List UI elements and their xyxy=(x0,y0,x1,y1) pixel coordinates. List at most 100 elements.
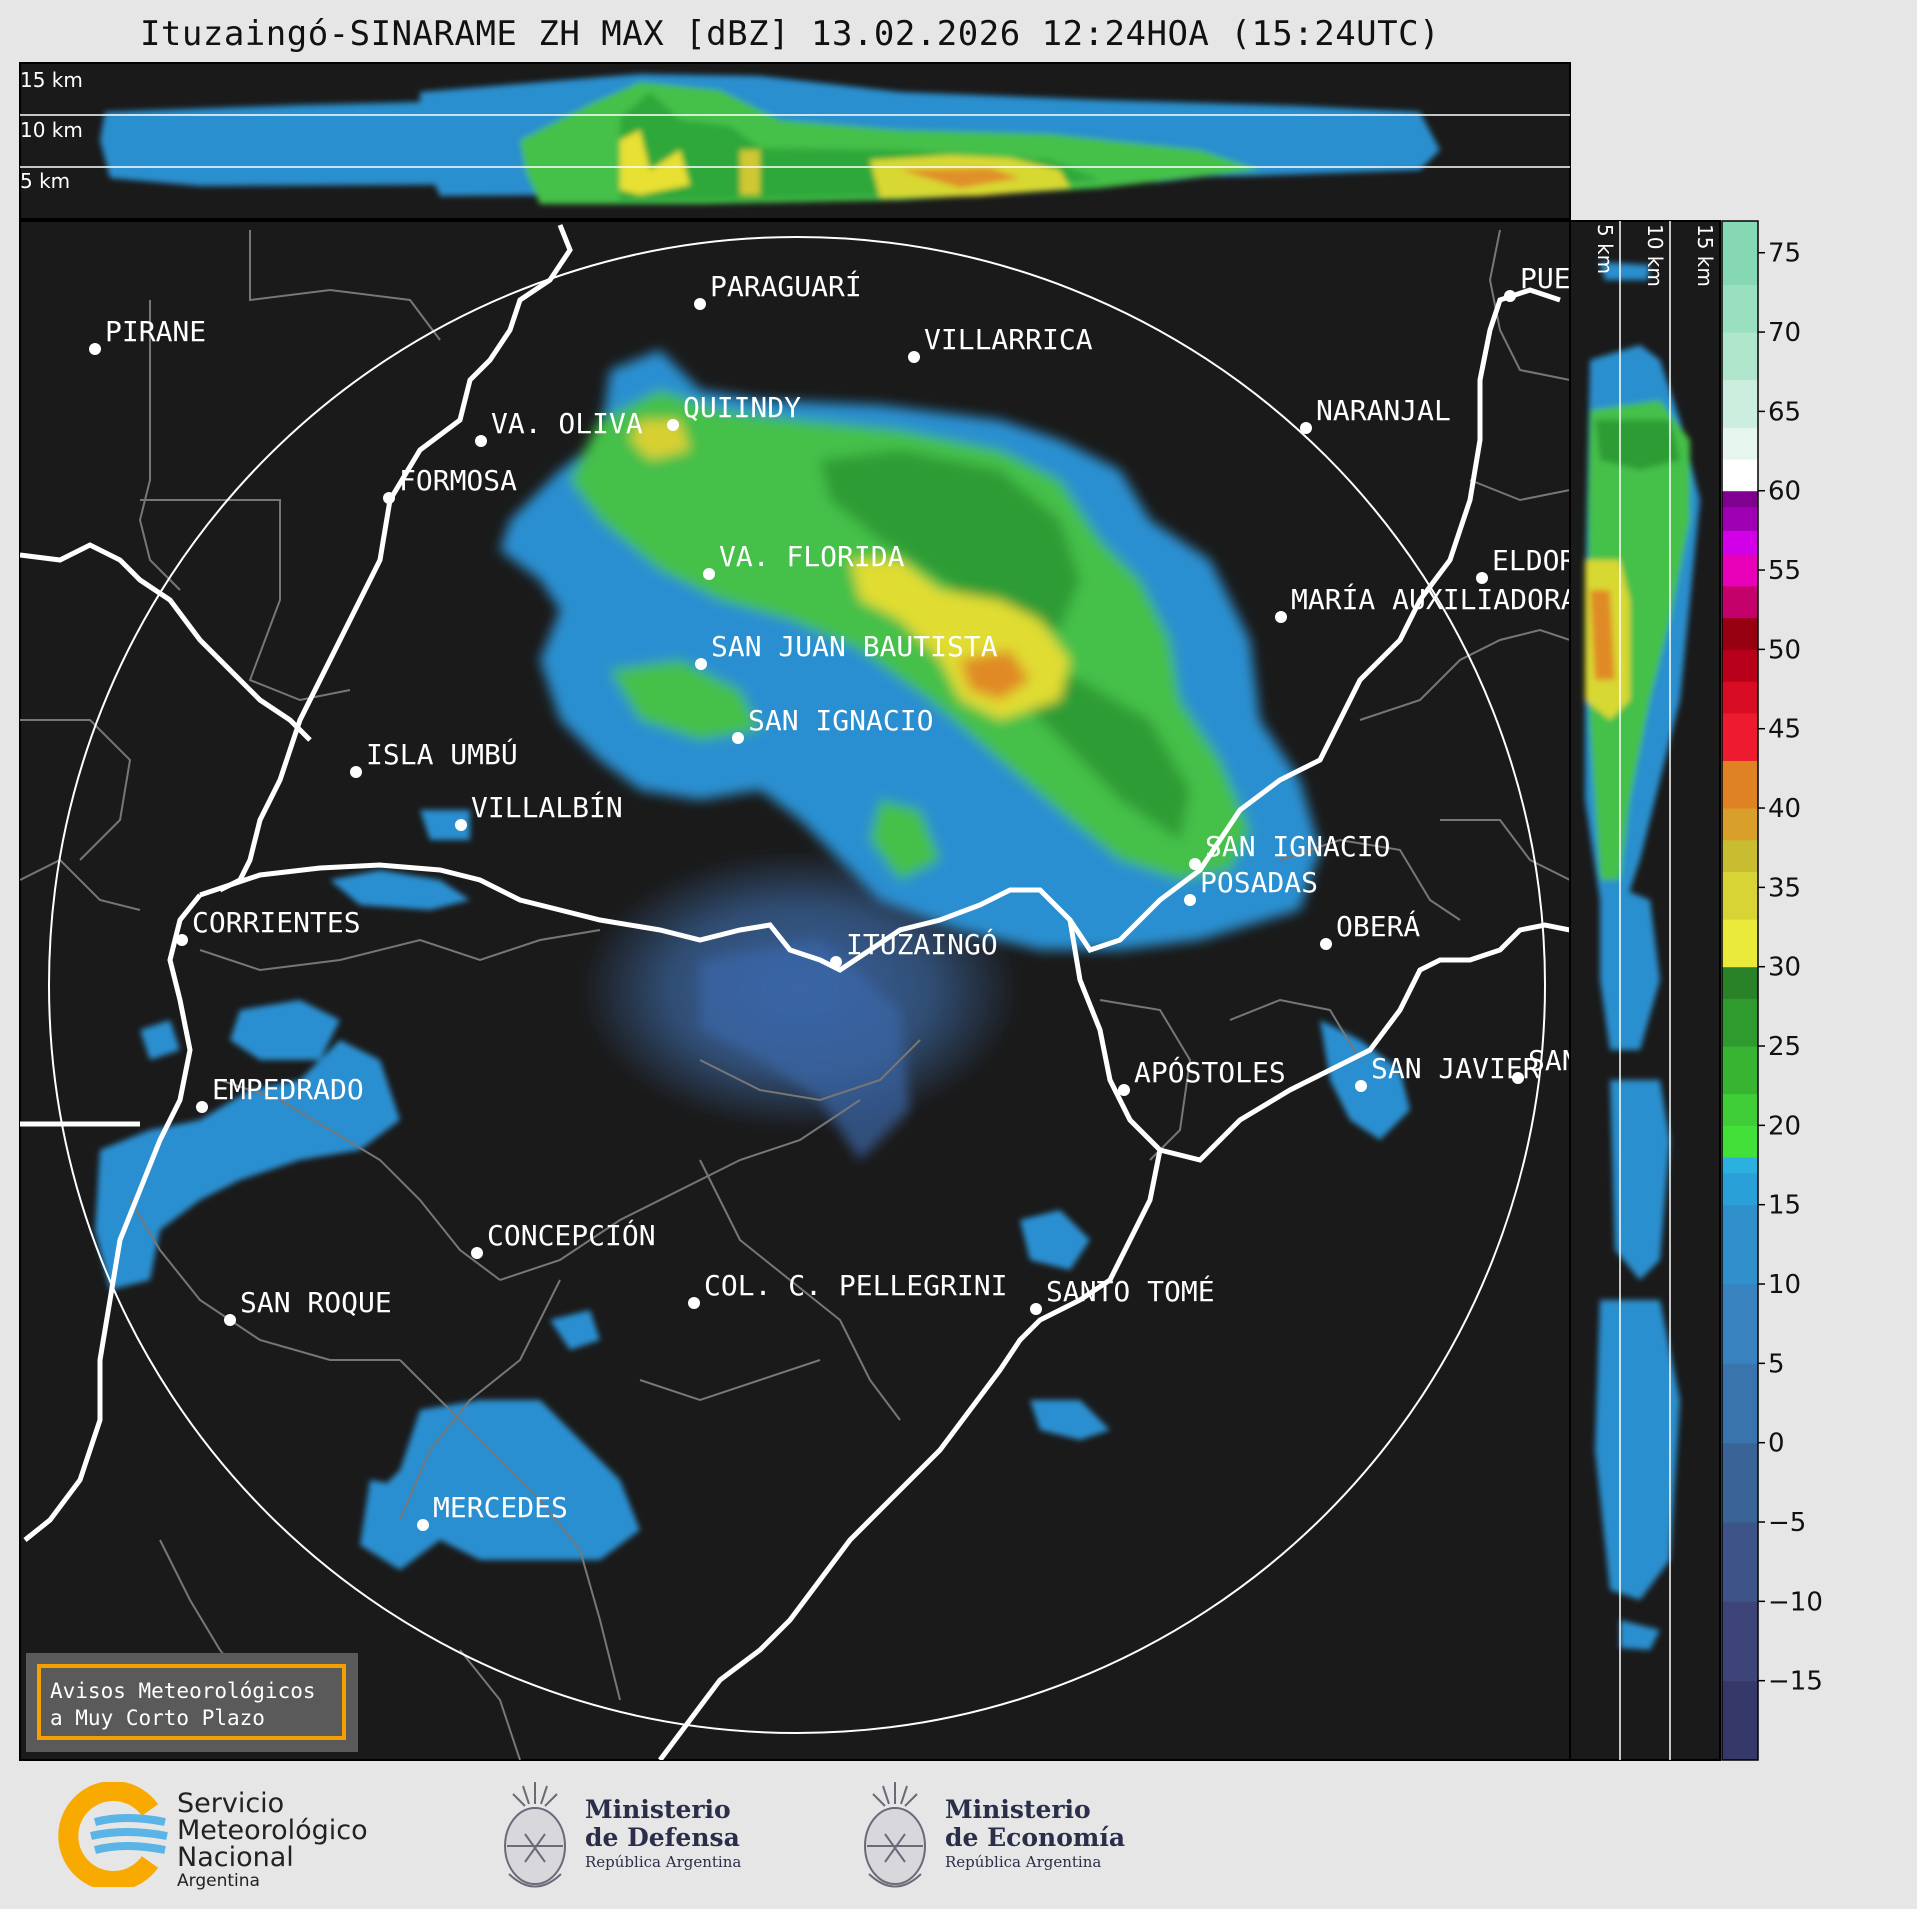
colorbar-step xyxy=(1722,919,1758,968)
colorbar-tick-label: 30 xyxy=(1768,953,1801,983)
colorbar-tick-label: −15 xyxy=(1768,1667,1823,1697)
place-label: SAN IGNACIO xyxy=(1205,830,1390,863)
colorbar-tick-label: 40 xyxy=(1768,794,1801,824)
colorbar-step xyxy=(1722,1093,1758,1126)
colorbar-step xyxy=(1722,839,1758,873)
side-level-5km: 5 km xyxy=(1593,224,1617,274)
place-marker xyxy=(471,1247,483,1259)
colorbar-step xyxy=(1722,554,1758,587)
colorbar-step xyxy=(1722,871,1758,920)
place-label: VA. OLIVA xyxy=(491,407,643,440)
colorbar-tick-label: 10 xyxy=(1768,1270,1801,1300)
place-marker xyxy=(89,343,101,355)
top-level-15km: 15 km xyxy=(20,68,83,92)
colorbar-tick-label: 20 xyxy=(1768,1111,1801,1141)
defensa-logo: Ministerio de Defensa República Argentin… xyxy=(495,1774,741,1904)
defensa-line-1: Ministerio xyxy=(585,1795,731,1824)
top-level-10km: 10 km xyxy=(20,118,83,142)
place-marker xyxy=(475,435,487,447)
economia-line-3: República Argentina xyxy=(945,1853,1102,1871)
side-level-10km: 10 km xyxy=(1643,224,1667,287)
colorbar-step xyxy=(1722,681,1758,714)
place-marker xyxy=(1030,1303,1042,1315)
place-label: FORMOSA xyxy=(399,464,517,497)
place-marker xyxy=(1512,1072,1524,1084)
smn-logo: Servicio Meteorológico Nacional Argentin… xyxy=(55,1782,405,1892)
place-label: APÓSTOLES xyxy=(1134,1055,1286,1089)
place-label: PUERTO xyxy=(1520,262,1621,295)
place-marker xyxy=(417,1519,429,1531)
place-marker xyxy=(1275,611,1287,623)
notice-line-2: a Muy Corto Plazo xyxy=(50,1706,265,1730)
place-label: SANTO TOMÉ xyxy=(1046,1274,1215,1308)
colorbar-step xyxy=(1722,617,1758,650)
colorbar-step xyxy=(1722,221,1758,285)
smn-emblem-icon xyxy=(58,1782,168,1887)
place-marker xyxy=(1476,572,1488,584)
place-marker xyxy=(732,732,744,744)
place-marker xyxy=(350,766,362,778)
place-label: ITUZAINGÓ xyxy=(846,927,998,961)
colorbar-step xyxy=(1722,712,1758,761)
map-title: Ituzaingó-SINARAME ZH MAX [dBZ] 13.02.20… xyxy=(139,14,1441,54)
place-label: NARANJAL xyxy=(1316,394,1451,427)
colorbar-tick-label: 55 xyxy=(1768,556,1801,586)
place-marker xyxy=(383,492,395,504)
colorbar-step xyxy=(1722,649,1758,682)
place-marker xyxy=(176,934,188,946)
range-ring xyxy=(48,236,1546,1734)
colorbar-step xyxy=(1722,284,1758,333)
colorbar-step xyxy=(1722,1046,1758,1095)
place-label: VA. FLORIDA xyxy=(719,540,905,573)
place-labels: PARAGUARÍ PIRANE VILLARRICA QUIINDY VA. OLIV… xyxy=(89,262,1627,1531)
colorbar-tick-label: 50 xyxy=(1768,635,1801,665)
place-marker xyxy=(830,956,842,968)
smn-line-3: Nacional xyxy=(177,1842,294,1873)
place-label: ISLA UMBÚ xyxy=(366,737,518,771)
colorbar-tick-label: 25 xyxy=(1768,1032,1801,1062)
colorbar-tick-label: 0 xyxy=(1768,1429,1785,1459)
place-marker xyxy=(1320,938,1332,950)
colorbar-tick-label: 35 xyxy=(1768,873,1801,903)
place-label: POSADAS xyxy=(1200,866,1318,899)
top-height-panel: 15 km 10 km 5 km xyxy=(19,62,1571,220)
place-label: MERCEDES xyxy=(433,1491,568,1524)
smn-name: Servicio Meteorológico Nacional Argentin… xyxy=(177,1790,368,1891)
economia-name: Ministerio de Economía República Argenti… xyxy=(945,1796,1125,1872)
place-marker xyxy=(703,568,715,580)
colorbar-step xyxy=(1722,998,1758,1047)
radar-map: PARAGUARÍ PIRANE VILLARRICA QUIINDY VA. OLIV… xyxy=(19,220,1627,1761)
colorbar-tick-label: 70 xyxy=(1768,318,1801,348)
place-label: SAN JUAN BAUTISTA xyxy=(711,630,998,663)
colorbar-step xyxy=(1722,332,1758,381)
top-level-5km: 5 km xyxy=(20,169,70,193)
place-label: CONCEPCIÓN xyxy=(487,1218,656,1252)
smn-line-1: Servicio xyxy=(177,1788,285,1819)
place-label: ELDORADO xyxy=(1492,544,1627,577)
radar-echoes xyxy=(95,350,1410,1570)
footer-logos: Servicio Meteorológico Nacional Argentin… xyxy=(0,1762,1917,1909)
colorbar-step xyxy=(1722,585,1758,619)
coat-of-arms-icon xyxy=(864,1782,926,1888)
colorbar-tick-label: 15 xyxy=(1768,1191,1801,1221)
colorbar-step xyxy=(1722,1172,1758,1206)
colorbar-step xyxy=(1722,490,1758,508)
notice-box: Avisos Meteorológicos a Muy Corto Plazo xyxy=(26,1653,358,1752)
place-marker xyxy=(1189,858,1201,870)
defensa-name: Ministerio de Defensa República Argentin… xyxy=(585,1796,741,1872)
place-label: EMPEDRADO xyxy=(212,1073,364,1106)
place-label: MARÍA AUXILIADORA xyxy=(1291,582,1578,616)
place-label: PARAGUARÍ xyxy=(710,269,862,303)
colorbar-step xyxy=(1722,760,1758,809)
place-label: CORRIENTES xyxy=(192,906,361,939)
place-marker xyxy=(688,1297,700,1309)
colorbar-step xyxy=(1722,1125,1758,1158)
place-label: SAN ROQUE xyxy=(240,1286,392,1319)
colorbar-step xyxy=(1722,966,1758,999)
colorbar-tick-label: −10 xyxy=(1768,1587,1823,1617)
notice-line-1: Avisos Meteorológicos xyxy=(50,1679,316,1703)
smn-line-2: Meteorológico xyxy=(177,1815,368,1846)
